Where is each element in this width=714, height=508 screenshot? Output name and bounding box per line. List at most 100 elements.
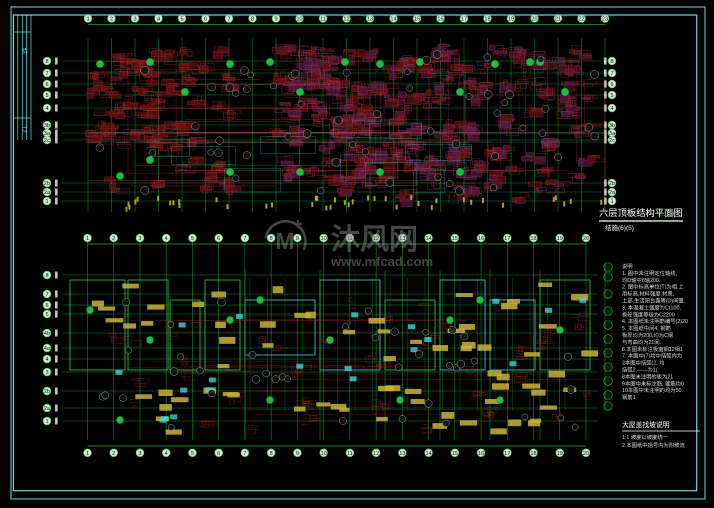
svg-text:14: 14: [425, 451, 431, 457]
svg-text:10: 10: [321, 236, 327, 242]
svg-text:17: 17: [461, 17, 467, 23]
svg-text:13: 13: [399, 451, 405, 457]
svg-text:3b: 3b: [609, 123, 615, 129]
svg-text:10: 10: [296, 17, 302, 23]
svg-text:13: 13: [367, 17, 373, 23]
svg-text:6: 6: [45, 303, 48, 309]
svg-text:2a: 2a: [44, 406, 51, 412]
svg-text:4. 本图纸未注明筋编号(2)20: 4. 本图纸未注明筋编号(2)20: [622, 317, 688, 325]
svg-text:6: 6: [45, 82, 48, 88]
svg-text:7: 7: [227, 17, 230, 23]
svg-text:说明: 说明: [622, 262, 633, 270]
svg-text:1. 图中未注明定位轴线,: 1. 图中未注明定位轴线,: [622, 269, 677, 277]
svg-text:3: 3: [133, 17, 136, 23]
svg-text:15: 15: [452, 236, 458, 242]
svg-text:6: 6: [204, 17, 207, 23]
svg-text:4: 4: [45, 357, 48, 363]
svg-text:7. 本图中(7)均中括弧内为: 7. 本图中(7)均中括弧内为: [622, 352, 682, 360]
svg-text:3: 3: [138, 236, 141, 242]
svg-text:6: 6: [217, 236, 220, 242]
svg-text:1:1 坡度以坡度统一: 1:1 坡度以坡度统一: [622, 433, 669, 441]
svg-text:6.本图未标注板面钢12相1: 6.本图未标注板面钢12相1: [622, 345, 683, 353]
svg-text:2. 图中标高单位(T)为相.上: 2. 图中标高单位(T)为相.上: [622, 283, 684, 291]
svg-text:5: 5: [45, 312, 48, 318]
svg-text:14: 14: [390, 17, 396, 23]
svg-text:10: 10: [321, 451, 327, 457]
svg-text:7: 7: [610, 71, 613, 77]
svg-text:板厚均为200,均为C纲: 板厚均为200,均为C纲: [622, 331, 673, 339]
svg-text:用标高,材料强度,材质,: 用标高,材料强度,材质,: [622, 290, 674, 298]
svg-text:均D轴中8轴200.: 均D轴中8轴200.: [622, 276, 660, 284]
svg-text:2c: 2c: [44, 138, 50, 144]
svg-text:5: 5: [191, 236, 194, 242]
svg-text:19: 19: [557, 236, 563, 242]
svg-text:22: 22: [578, 17, 584, 23]
svg-text:7: 7: [45, 292, 48, 298]
svg-text:1: 1: [45, 199, 48, 205]
svg-text:9: 9: [296, 451, 299, 457]
svg-text:8: 8: [45, 59, 48, 65]
svg-text:2本图中括弧(2, 均: 2本图中括弧(2, 均: [622, 359, 664, 367]
svg-text:7: 7: [243, 236, 246, 242]
svg-text:结: 结: [20, 48, 28, 54]
svg-text:8: 8: [610, 59, 613, 65]
svg-text:大屋盖找坡说明: 大屋盖找坡说明: [622, 420, 670, 429]
svg-text:19: 19: [557, 451, 563, 457]
svg-text:12: 12: [343, 17, 349, 23]
svg-text:2: 2: [112, 236, 115, 242]
svg-text:18: 18: [530, 236, 536, 242]
svg-text:2b: 2b: [44, 181, 50, 187]
svg-text:2.本图纸中括号内为附坡流: 2.本图纸中括号内为附坡流: [622, 441, 685, 449]
svg-text:11: 11: [320, 17, 326, 23]
svg-text:18: 18: [484, 17, 490, 23]
svg-text:18: 18: [530, 451, 536, 457]
svg-text:2b: 2b: [609, 181, 615, 187]
svg-text:结施(6)(5): 结施(6)(5): [605, 223, 634, 232]
svg-text:2b: 2b: [44, 389, 50, 395]
svg-text:3: 3: [138, 451, 141, 457]
svg-text:14: 14: [425, 236, 431, 242]
svg-text:6: 6: [217, 451, 220, 457]
svg-text:2: 2: [112, 451, 115, 457]
svg-text:8: 8: [270, 451, 273, 457]
svg-text:4: 4: [45, 106, 48, 112]
svg-text:2: 2: [110, 17, 113, 23]
svg-text:沐风网: 沐风网: [331, 223, 418, 256]
svg-text:4: 4: [165, 236, 168, 242]
svg-text:3: 3: [45, 370, 48, 376]
svg-text:8: 8: [270, 236, 273, 242]
svg-text:4a: 4a: [44, 346, 51, 352]
svg-text:12: 12: [20, 126, 26, 133]
svg-text:4: 4: [157, 17, 160, 23]
svg-text:1:100: 1:100: [658, 211, 675, 218]
svg-text:钢筋1: 钢筋1: [622, 393, 636, 401]
svg-text:上部,生活阳台露等(D)间量.: 上部,生活阳台露等(D)间量.: [622, 297, 685, 305]
svg-text:11: 11: [347, 451, 353, 457]
svg-text:4b: 4b: [44, 331, 50, 337]
svg-text:17: 17: [504, 451, 510, 457]
svg-text:15: 15: [414, 17, 420, 23]
svg-text:4: 4: [610, 106, 613, 112]
svg-text:9本图中未标注筋, 箍筋均0: 9本图中未标注筋, 箍筋均0: [622, 379, 684, 387]
svg-text:19: 19: [508, 17, 514, 23]
svg-text:3. 本混凝土强度为C(100,: 3. 本混凝土强度为C(100,: [622, 303, 681, 311]
svg-text:1: 1: [86, 17, 89, 23]
svg-text:www.mfcad.com: www.mfcad.com: [330, 254, 433, 269]
svg-text:15: 15: [452, 451, 458, 457]
svg-text:16: 16: [478, 451, 484, 457]
svg-text:9: 9: [296, 236, 299, 242]
svg-text:5: 5: [610, 93, 613, 99]
svg-text:M: M: [275, 228, 294, 254]
svg-text:1: 1: [86, 451, 89, 457]
svg-text:2a: 2a: [44, 190, 51, 196]
svg-text:板砼强度等级为C2200: 板砼强度等级为C2200: [622, 310, 675, 318]
svg-text:7: 7: [45, 71, 48, 77]
svg-text:5: 5: [45, 93, 48, 99]
svg-text:10本图中未注明的均为50: 10本图中未注明的均为50: [622, 386, 682, 394]
svg-text:2c: 2c: [609, 138, 615, 144]
svg-text:9: 9: [274, 17, 277, 23]
svg-text:1: 1: [610, 199, 613, 205]
svg-text:12: 12: [373, 451, 379, 457]
svg-text:括弧2.——为1(.: 括弧2.——为1(.: [622, 366, 659, 374]
svg-text:2a: 2a: [609, 190, 616, 196]
